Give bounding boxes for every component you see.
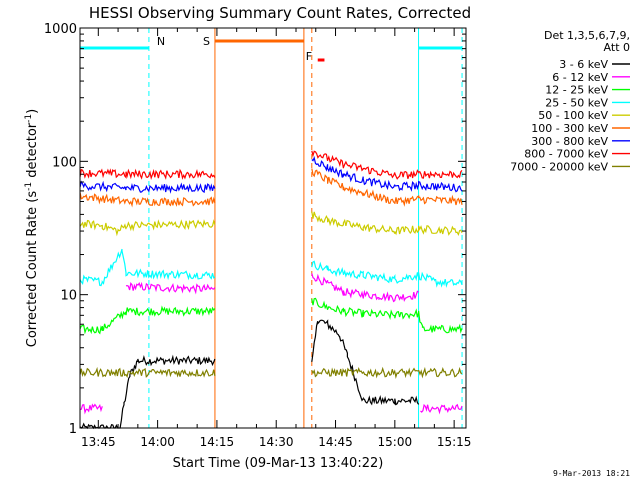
legend-label-300-800-kev: 300 - 800 keV — [531, 135, 608, 148]
series-line-800-7000-kev — [311, 150, 463, 180]
chart-title: HESSI Observing Summary Count Rates, Cor… — [89, 4, 471, 22]
y-axis-label: Corrected Count Rate (s-1 detector-1) — [24, 109, 40, 347]
x-tick-label: 14:00 — [140, 435, 175, 449]
series-line-6-12-kev — [80, 403, 103, 415]
legend-label-12-25-kev: 12 - 25 keV — [545, 84, 608, 97]
legend-label-800-7000-kev: 800 - 7000 keV — [524, 148, 608, 161]
series-line-3-6-kev — [79, 354, 216, 430]
y-tick-label: 100 — [52, 155, 77, 170]
timestamp: 9-Mar-2013 18:21 — [553, 469, 630, 478]
series-line-100-300-kev — [79, 192, 216, 208]
legend-header-detectors: Det 1,3,5,6,7,9, — [544, 29, 630, 42]
series-line-300-800-kev — [311, 156, 463, 193]
series-line-6-12-kev — [420, 403, 463, 415]
series-line-50-100-kev — [311, 211, 463, 237]
flag-label: F — [306, 50, 312, 63]
series-line-7000-20000-kev — [311, 366, 463, 379]
series-line-12-25-kev — [311, 297, 463, 334]
x-tick-label: 15:00 — [378, 435, 413, 449]
series-line-25-50-kev — [79, 248, 216, 287]
legend-header-attenuator: Att 0 — [604, 41, 630, 54]
series-line-12-25-kev — [79, 305, 216, 335]
y-tick-label: 1 — [69, 422, 77, 437]
x-axis-label: Start Time (09-Mar-13 13:40:22) — [173, 456, 384, 471]
x-tick-label: 14:15 — [200, 435, 235, 449]
series-line-7000-20000-kev — [79, 366, 216, 379]
series-line-300-800-kev — [79, 180, 216, 194]
series-line-25-50-kev — [311, 260, 463, 288]
axes: 13:45 14:00 14:15 14:30 14:45 15:00 15:15 1 10 10… — [44, 22, 472, 449]
series-line-100-300-kev — [311, 168, 463, 207]
legend-label-50-100-kev: 50 - 100 keV — [538, 109, 608, 122]
flag-label: N — [157, 35, 165, 48]
y-tick-label: 1000 — [44, 22, 77, 37]
plot-frame — [79, 27, 467, 429]
series-line-6-12-kev — [125, 281, 216, 295]
plot-area: N S F — [79, 28, 463, 430]
x-tick-label: 14:45 — [318, 435, 353, 449]
x-tick-label: 15:15 — [437, 435, 472, 449]
legend-label-6-12-kev: 6 - 12 keV — [552, 71, 608, 84]
legend-label-7000-20000-kev: 7000 - 20000 keV — [510, 160, 608, 173]
y-tick-label: 10 — [60, 289, 77, 304]
legend-label-3-6-kev: 3 - 6 keV — [559, 58, 608, 71]
x-tick-label: 13:45 — [81, 435, 116, 449]
legend-label-25-50-kev: 25 - 50 keV — [545, 96, 608, 109]
series-line-50-100-kev — [79, 219, 216, 237]
x-tick-label: 14:30 — [259, 435, 294, 449]
series-line-3-6-kev — [311, 319, 420, 406]
series-line-800-7000-kev — [79, 168, 216, 181]
flag-label: S — [203, 35, 210, 48]
series-line-6-12-kev — [311, 273, 419, 303]
legend-label-100-300-kev: 100 - 300 keV — [531, 122, 608, 135]
